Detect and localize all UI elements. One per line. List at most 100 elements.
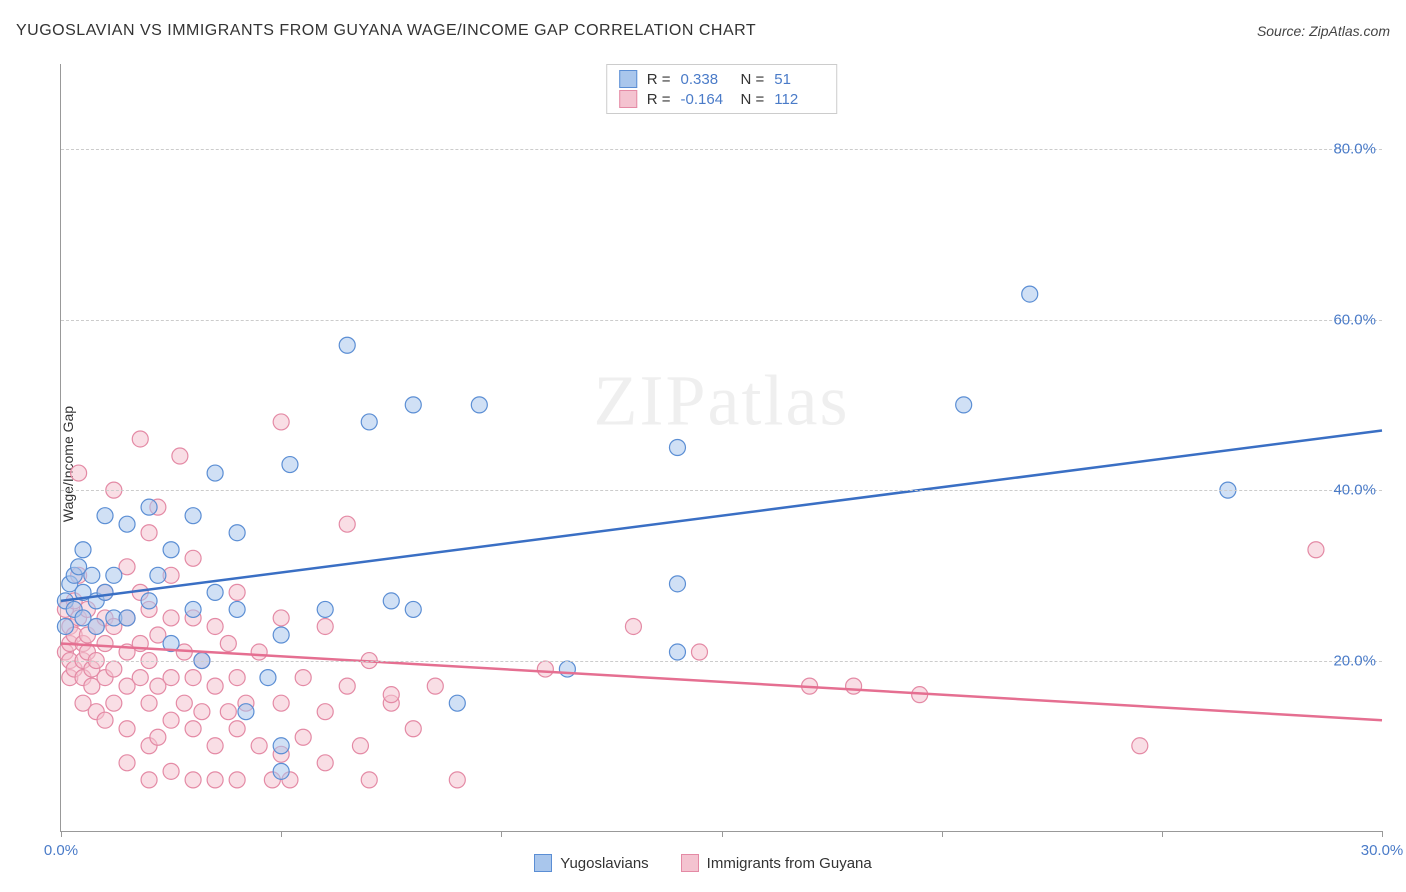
scatter-point xyxy=(669,440,685,456)
scatter-point xyxy=(172,448,188,464)
scatter-point xyxy=(97,712,113,728)
scatter-point xyxy=(97,584,113,600)
scatter-point xyxy=(150,729,166,745)
plot-area: ZIPatlas R = 0.338 N = 51 R = -0.164 N =… xyxy=(60,64,1382,832)
scatter-point xyxy=(405,601,421,617)
scatter-point xyxy=(163,670,179,686)
scatter-point xyxy=(185,721,201,737)
trend-line xyxy=(61,430,1382,600)
scatter-point xyxy=(449,695,465,711)
stat-n-label-2: N = xyxy=(741,91,765,108)
scatter-point xyxy=(106,567,122,583)
x-tick xyxy=(281,831,282,837)
scatter-point xyxy=(119,516,135,532)
scatter-point xyxy=(260,670,276,686)
gridline-h xyxy=(61,149,1382,150)
scatter-point xyxy=(207,772,223,788)
legend-item-1: Yugoslavians xyxy=(534,854,648,872)
scatter-point xyxy=(691,644,707,660)
scatter-point xyxy=(282,457,298,473)
scatter-point xyxy=(207,618,223,634)
scatter-point xyxy=(185,508,201,524)
scatter-point xyxy=(207,738,223,754)
scatter-point xyxy=(1022,286,1038,302)
scatter-point xyxy=(84,567,100,583)
scatter-point xyxy=(229,772,245,788)
scatter-point xyxy=(273,695,289,711)
scatter-point xyxy=(119,755,135,771)
legend-swatch-1 xyxy=(534,854,552,872)
scatter-point xyxy=(273,763,289,779)
scatter-point xyxy=(132,670,148,686)
scatter-point xyxy=(185,550,201,566)
stat-r-value-1: 0.338 xyxy=(681,71,731,88)
scatter-point xyxy=(57,618,73,634)
scatter-point xyxy=(176,695,192,711)
scatter-point xyxy=(132,431,148,447)
scatter-point xyxy=(383,687,399,703)
scatter-point xyxy=(229,670,245,686)
scatter-point xyxy=(956,397,972,413)
scatter-point xyxy=(361,414,377,430)
stat-r-label-2: R = xyxy=(647,91,671,108)
scatter-point xyxy=(163,763,179,779)
scatter-point xyxy=(141,499,157,515)
scatter-point xyxy=(405,721,421,737)
bottom-legend: Yugoslavians Immigrants from Guyana xyxy=(16,854,1390,872)
stats-row-1: R = 0.338 N = 51 xyxy=(619,69,825,89)
scatter-point xyxy=(97,508,113,524)
stat-r-value-2: -0.164 xyxy=(681,91,731,108)
scatter-point xyxy=(229,601,245,617)
legend-item-2: Immigrants from Guyana xyxy=(681,854,872,872)
stats-box: R = 0.338 N = 51 R = -0.164 N = 112 xyxy=(606,64,838,114)
scatter-point xyxy=(229,721,245,737)
scatter-point xyxy=(317,618,333,634)
scatter-point xyxy=(150,567,166,583)
x-tick xyxy=(61,831,62,837)
scatter-point xyxy=(317,704,333,720)
stat-n-label-1: N = xyxy=(741,71,765,88)
scatter-point xyxy=(295,670,311,686)
scatter-point xyxy=(163,712,179,728)
stat-n-value-1: 51 xyxy=(774,71,824,88)
scatter-point xyxy=(185,772,201,788)
scatter-point xyxy=(185,601,201,617)
legend-label-2: Immigrants from Guyana xyxy=(707,855,872,872)
legend-swatch-2 xyxy=(681,854,699,872)
scatter-point xyxy=(238,704,254,720)
scatter-point xyxy=(669,644,685,660)
x-tick xyxy=(942,831,943,837)
scatter-point xyxy=(669,576,685,592)
scatter-point xyxy=(273,610,289,626)
scatter-point xyxy=(317,755,333,771)
scatter-point xyxy=(229,525,245,541)
stat-n-value-2: 112 xyxy=(774,91,824,108)
x-tick xyxy=(501,831,502,837)
stat-r-label-1: R = xyxy=(647,71,671,88)
y-tick-label: 40.0% xyxy=(1333,482,1376,499)
scatter-point xyxy=(207,584,223,600)
scatter-point xyxy=(75,542,91,558)
scatter-point xyxy=(273,627,289,643)
scatter-point xyxy=(339,678,355,694)
scatter-point xyxy=(427,678,443,694)
scatter-point xyxy=(537,661,553,677)
scatter-point xyxy=(229,584,245,600)
scatter-point xyxy=(559,661,575,677)
scatter-point xyxy=(207,678,223,694)
scatter-point xyxy=(97,636,113,652)
scatter-point xyxy=(163,610,179,626)
scatter-point xyxy=(71,465,87,481)
scatter-point xyxy=(106,661,122,677)
scatter-point xyxy=(220,636,236,652)
scatter-point xyxy=(141,593,157,609)
scatter-point xyxy=(339,516,355,532)
y-tick-label: 20.0% xyxy=(1333,652,1376,669)
gridline-h xyxy=(61,320,1382,321)
trend-line xyxy=(61,644,1382,721)
scatter-point xyxy=(119,721,135,737)
x-tick xyxy=(722,831,723,837)
x-tick xyxy=(1162,831,1163,837)
scatter-point xyxy=(846,678,862,694)
scatter-point xyxy=(295,729,311,745)
